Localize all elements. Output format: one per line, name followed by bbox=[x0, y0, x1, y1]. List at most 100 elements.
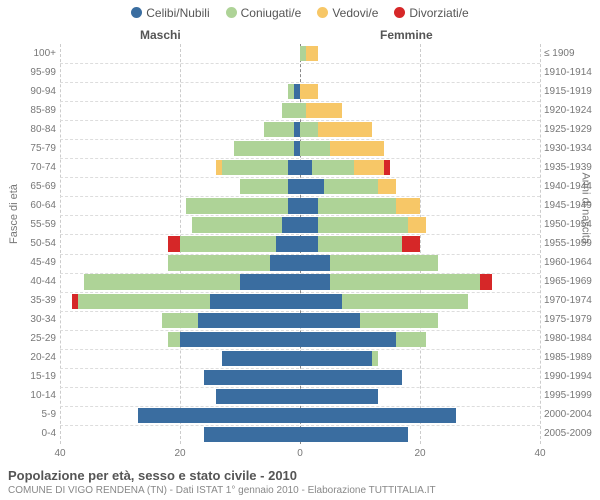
bar-seg-m-con bbox=[264, 122, 294, 137]
birth-label: 1990-1994 bbox=[542, 371, 600, 382]
pyramid-row bbox=[60, 273, 540, 293]
bar-seg-f-con bbox=[300, 122, 318, 137]
bar-seg-f-ved bbox=[408, 217, 426, 232]
pyramid-row bbox=[60, 254, 540, 274]
bar-seg-m-cel bbox=[204, 427, 300, 442]
bar-seg-f-con bbox=[372, 351, 378, 366]
age-label: 85-89 bbox=[0, 105, 58, 116]
legend: Celibi/NubiliConiugati/eVedovi/eDivorzia… bbox=[0, 6, 600, 20]
bar-seg-f-con bbox=[360, 313, 438, 328]
birth-label: 1965-1969 bbox=[542, 276, 600, 287]
bar-seg-f-con bbox=[312, 160, 354, 175]
bar-seg-m-con bbox=[282, 103, 300, 118]
bar-seg-f-cel bbox=[300, 313, 360, 328]
bar-seg-m-con bbox=[234, 141, 294, 156]
age-label: 25-29 bbox=[0, 333, 58, 344]
bar-seg-m-con bbox=[78, 294, 210, 309]
bar-seg-m-cel bbox=[138, 408, 300, 423]
legend-item: Celibi/Nubili bbox=[131, 6, 209, 20]
bar-seg-m-cel bbox=[210, 294, 300, 309]
age-label: 65-69 bbox=[0, 181, 58, 192]
bar-seg-f-ved bbox=[354, 160, 384, 175]
bar-seg-f-ved bbox=[378, 179, 396, 194]
bar-seg-m-cel bbox=[288, 198, 300, 213]
age-label: 30-34 bbox=[0, 314, 58, 325]
birth-label: 1995-1999 bbox=[542, 390, 600, 401]
pyramid-row bbox=[60, 120, 540, 140]
bar-seg-f-con bbox=[330, 255, 438, 270]
y-axis-age: 100+95-9990-9485-8980-8475-7970-7465-696… bbox=[0, 44, 58, 444]
birth-label: 1930-1934 bbox=[542, 143, 600, 154]
bar-seg-m-con bbox=[186, 198, 288, 213]
birth-label: 2000-2004 bbox=[542, 409, 600, 420]
pyramid-row bbox=[60, 311, 540, 331]
bar-seg-m-con bbox=[240, 179, 288, 194]
pyramid-row bbox=[60, 82, 540, 102]
age-label: 35-39 bbox=[0, 295, 58, 306]
bar-seg-m-cel bbox=[270, 255, 300, 270]
bar-seg-m-con bbox=[168, 332, 180, 347]
birth-label: 1950-1954 bbox=[542, 219, 600, 230]
age-label: 90-94 bbox=[0, 86, 58, 97]
legend-swatch bbox=[317, 7, 328, 18]
birth-label: 1925-1929 bbox=[542, 124, 600, 135]
birth-label: 1920-1924 bbox=[542, 105, 600, 116]
pyramid-row bbox=[60, 349, 540, 369]
birth-label: 1955-1959 bbox=[542, 238, 600, 249]
age-label: 95-99 bbox=[0, 67, 58, 78]
chart-footer: Popolazione per età, sesso e stato civil… bbox=[8, 468, 592, 496]
bar-seg-m-cel bbox=[288, 160, 300, 175]
bar-seg-f-div bbox=[480, 274, 492, 289]
bar-seg-m-ved bbox=[216, 160, 222, 175]
bar-seg-m-cel bbox=[276, 236, 300, 251]
pyramid-row bbox=[60, 177, 540, 197]
age-label: 100+ bbox=[0, 48, 58, 59]
bar-seg-m-cel bbox=[204, 370, 300, 385]
age-label: 0-4 bbox=[0, 428, 58, 439]
x-tick: 40 bbox=[54, 448, 65, 459]
age-label: 10-14 bbox=[0, 390, 58, 401]
bar-seg-m-con bbox=[84, 274, 240, 289]
bar-seg-f-cel bbox=[300, 351, 372, 366]
bar-seg-f-ved bbox=[330, 141, 384, 156]
bar-seg-f-cel bbox=[300, 198, 318, 213]
birth-label: 1970-1974 bbox=[542, 295, 600, 306]
legend-label: Celibi/Nubili bbox=[146, 6, 209, 20]
birth-label: 1915-1919 bbox=[542, 86, 600, 97]
age-label: 75-79 bbox=[0, 143, 58, 154]
bar-seg-f-cel bbox=[300, 217, 318, 232]
bar-seg-f-cel bbox=[300, 255, 330, 270]
age-label: 80-84 bbox=[0, 124, 58, 135]
pyramid-row bbox=[60, 215, 540, 235]
x-tick: 0 bbox=[297, 448, 303, 459]
x-tick: 20 bbox=[414, 448, 425, 459]
birth-label: 1940-1944 bbox=[542, 181, 600, 192]
age-label: 55-59 bbox=[0, 219, 58, 230]
bar-seg-m-con bbox=[168, 255, 270, 270]
age-label: 5-9 bbox=[0, 409, 58, 420]
bar-seg-m-con bbox=[288, 84, 294, 99]
pyramid-row bbox=[60, 330, 540, 350]
age-label: 45-49 bbox=[0, 257, 58, 268]
bar-seg-f-ved bbox=[396, 198, 420, 213]
birth-label: 1980-1984 bbox=[542, 333, 600, 344]
bar-seg-m-div bbox=[168, 236, 180, 251]
birth-label: 1935-1939 bbox=[542, 162, 600, 173]
pyramid-row bbox=[60, 44, 540, 64]
bar-seg-f-div bbox=[402, 236, 420, 251]
plot-area bbox=[60, 44, 540, 444]
bar-seg-f-cel bbox=[300, 332, 396, 347]
bar-seg-f-ved bbox=[306, 103, 342, 118]
pyramid-row bbox=[60, 63, 540, 83]
age-label: 60-64 bbox=[0, 200, 58, 211]
bar-seg-f-ved bbox=[306, 46, 318, 61]
chart-subtitle: COMUNE DI VIGO RENDENA (TN) - Dati ISTAT… bbox=[8, 485, 592, 496]
bar-seg-f-cel bbox=[300, 274, 330, 289]
bar-seg-f-cel bbox=[300, 294, 342, 309]
birth-label: ≤ 1909 bbox=[542, 48, 600, 59]
bar-seg-f-cel bbox=[300, 160, 312, 175]
legend-label: Coniugati/e bbox=[241, 6, 302, 20]
bar-seg-f-con bbox=[342, 294, 468, 309]
pyramid-row bbox=[60, 196, 540, 216]
pyramid-row bbox=[60, 234, 540, 254]
